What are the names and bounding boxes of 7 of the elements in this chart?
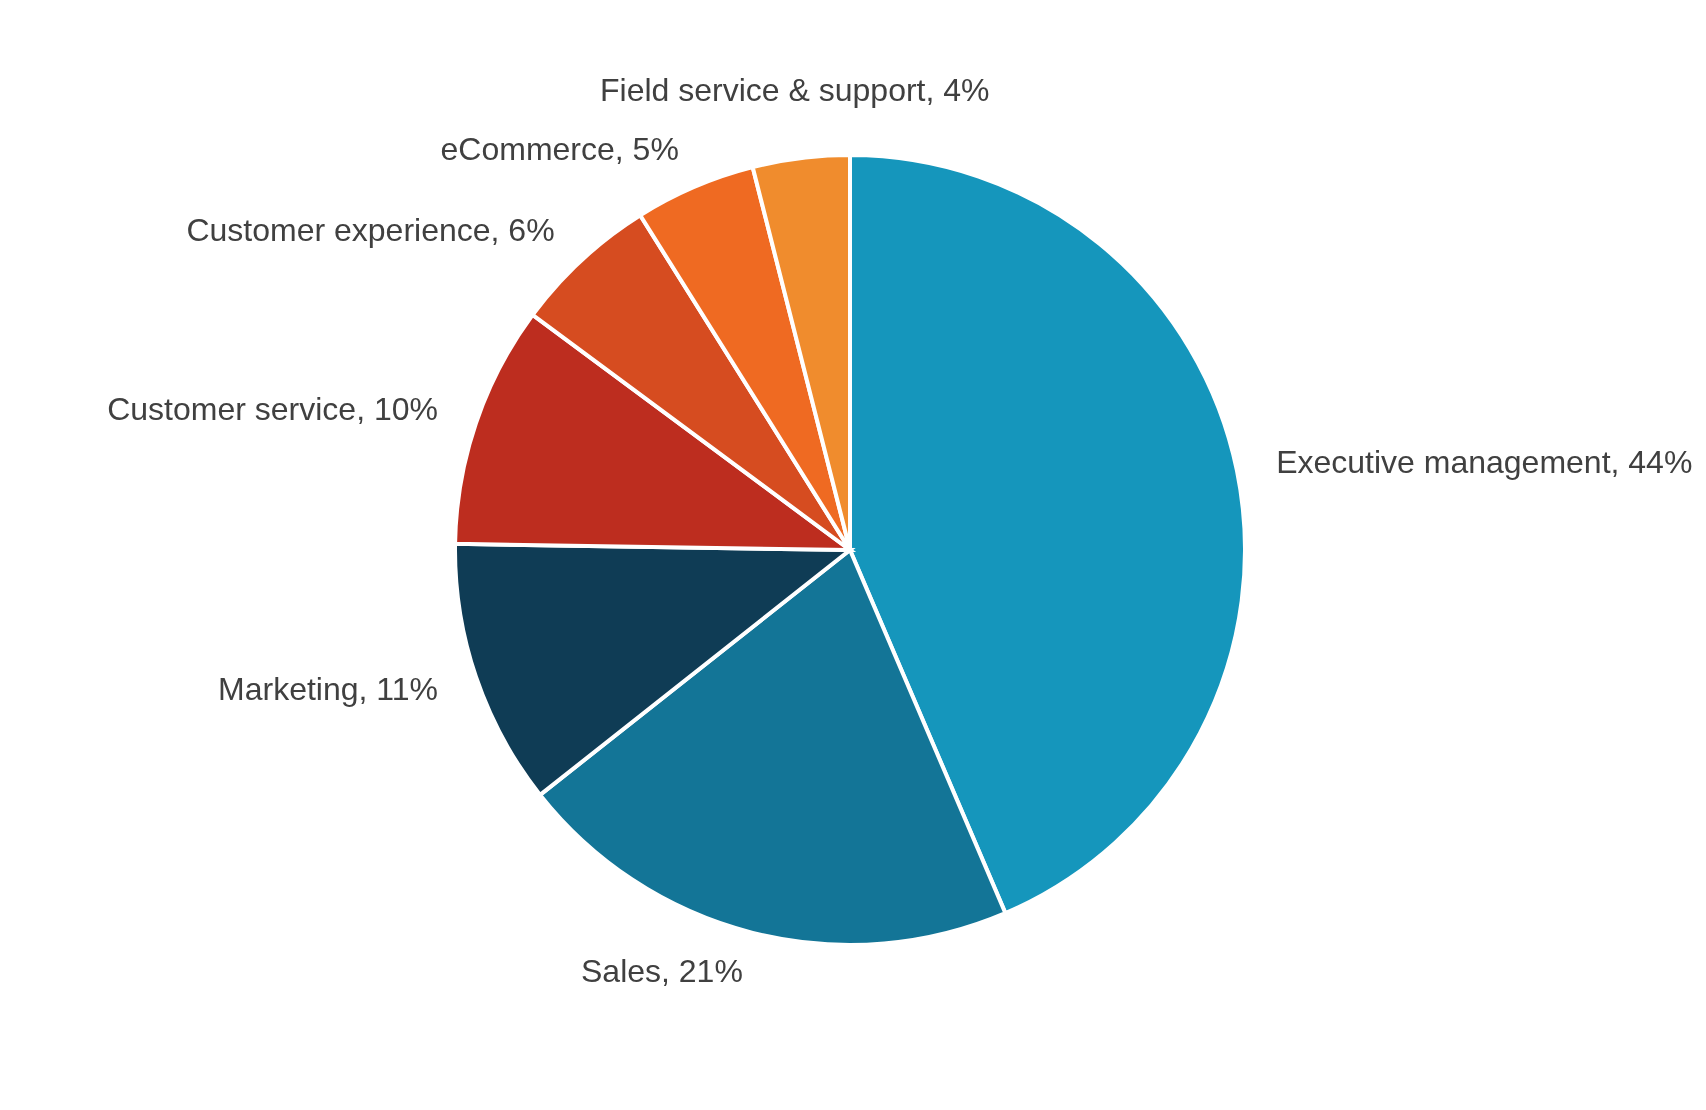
- slice-label: eCommerce, 5%: [440, 131, 679, 168]
- slice-label: Customer service, 10%: [107, 391, 438, 428]
- slice-label: Customer experience, 6%: [186, 211, 555, 248]
- slice-label: Field service & support, 4%: [600, 72, 990, 109]
- slice-label: Marketing, 11%: [218, 670, 438, 707]
- slice-label: Executive management, 44%: [1276, 443, 1693, 480]
- slice-label: Sales, 21%: [580, 952, 743, 989]
